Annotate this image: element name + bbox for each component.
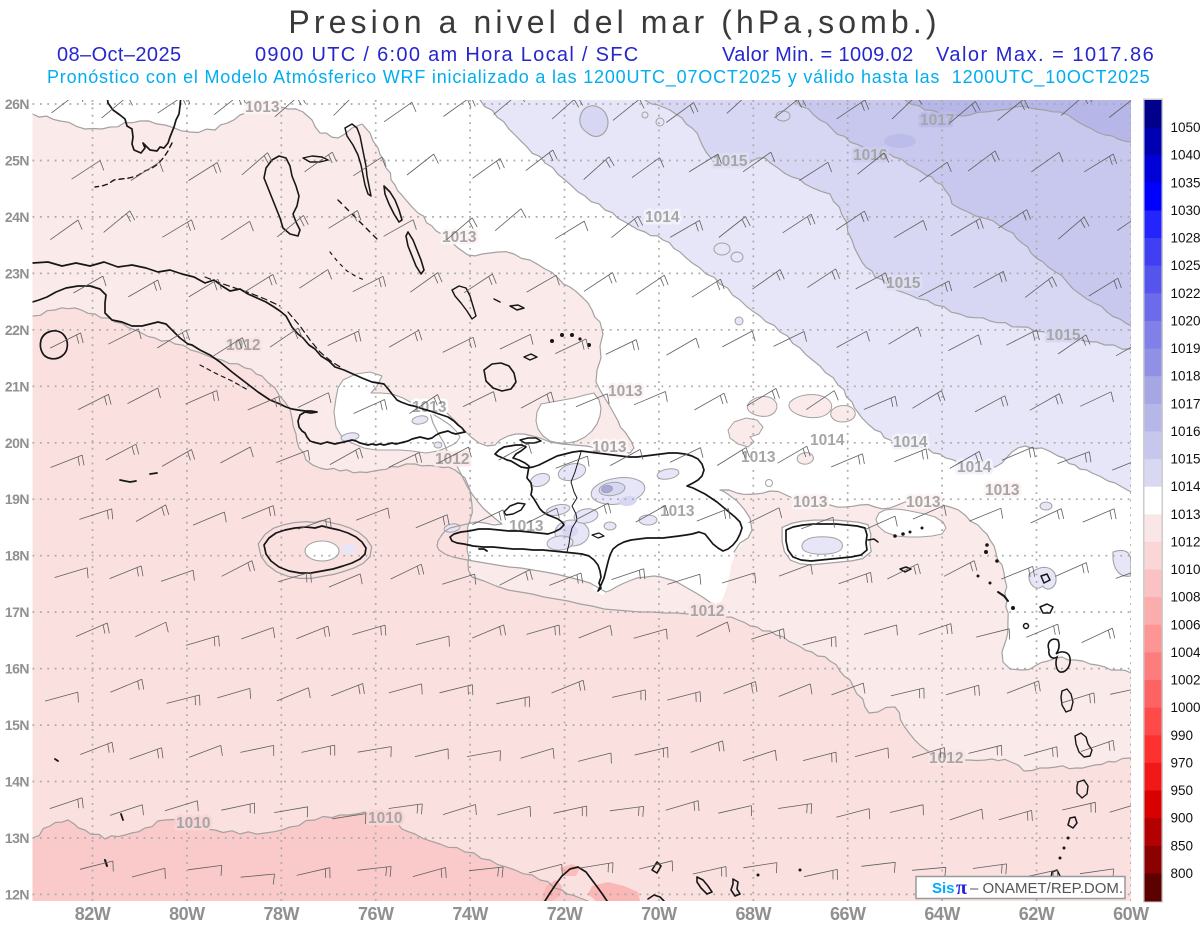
svg-text:1013: 1013	[793, 494, 828, 511]
svg-text:1022: 1022	[1171, 286, 1200, 301]
svg-text:1013: 1013	[245, 99, 280, 116]
svg-text:1010: 1010	[1171, 562, 1200, 577]
svg-text:13N: 13N	[5, 830, 30, 846]
svg-text:850: 850	[1171, 838, 1194, 853]
svg-text:1008: 1008	[1171, 590, 1200, 605]
svg-text:20N: 20N	[5, 435, 30, 451]
svg-text:78W: 78W	[264, 904, 300, 924]
svg-text:25N: 25N	[5, 153, 30, 169]
svg-text:π: π	[956, 877, 967, 899]
svg-text:1012: 1012	[226, 337, 260, 354]
svg-text:1014: 1014	[810, 432, 845, 449]
svg-text:76W: 76W	[358, 904, 394, 924]
svg-text:74W: 74W	[452, 904, 488, 924]
svg-text:1028: 1028	[1171, 231, 1200, 246]
svg-text:1050: 1050	[1171, 120, 1200, 135]
svg-text:1020: 1020	[1171, 314, 1200, 329]
svg-text:1012: 1012	[435, 451, 469, 468]
svg-text:1014: 1014	[957, 459, 992, 476]
svg-text:1004: 1004	[1171, 645, 1200, 660]
svg-text:1013: 1013	[608, 383, 643, 400]
svg-text:1017: 1017	[1171, 396, 1200, 411]
svg-text:70W: 70W	[641, 904, 677, 924]
svg-text:1013: 1013	[741, 449, 776, 466]
svg-text:72W: 72W	[547, 904, 583, 924]
svg-text:1010: 1010	[368, 810, 402, 827]
svg-text:990: 990	[1171, 728, 1194, 743]
svg-text:1013: 1013	[660, 503, 695, 520]
svg-text:60W: 60W	[1113, 904, 1149, 924]
svg-text:1015: 1015	[886, 275, 921, 292]
svg-text:1025: 1025	[1171, 258, 1200, 273]
svg-text:64W: 64W	[924, 904, 960, 924]
svg-text:19N: 19N	[5, 491, 30, 507]
svg-text:22N: 22N	[5, 322, 30, 338]
svg-text:1013: 1013	[985, 482, 1020, 499]
svg-text:1010: 1010	[176, 815, 210, 832]
svg-text:1000: 1000	[1171, 700, 1200, 715]
svg-text:16N: 16N	[5, 661, 30, 677]
svg-text:1013: 1013	[1171, 507, 1200, 522]
svg-text:18N: 18N	[5, 548, 30, 564]
svg-text:1014: 1014	[893, 434, 928, 451]
svg-text:66W: 66W	[830, 904, 866, 924]
svg-text:1002: 1002	[1171, 673, 1200, 688]
svg-text:Sis: Sis	[932, 880, 955, 897]
svg-text:1013: 1013	[412, 399, 447, 416]
svg-text:1013: 1013	[906, 494, 941, 511]
svg-text:1012: 1012	[1171, 534, 1200, 549]
svg-text:62W: 62W	[1019, 904, 1055, 924]
svg-text:24N: 24N	[5, 209, 30, 225]
svg-text:15N: 15N	[5, 717, 30, 733]
svg-text:1017: 1017	[920, 112, 954, 129]
svg-text:1012: 1012	[690, 603, 724, 620]
svg-text:1018: 1018	[1171, 369, 1200, 384]
svg-text:12N: 12N	[5, 886, 30, 902]
svg-text:950: 950	[1171, 783, 1194, 798]
svg-text:23N: 23N	[5, 265, 30, 281]
svg-text:14N: 14N	[5, 774, 30, 790]
svg-text:1040: 1040	[1171, 148, 1200, 163]
svg-text:970: 970	[1171, 755, 1194, 770]
svg-text:– ONAMET/REP.DOM.: – ONAMET/REP.DOM.	[970, 880, 1123, 897]
svg-text:68W: 68W	[736, 904, 772, 924]
svg-text:1035: 1035	[1171, 175, 1200, 190]
svg-text:80W: 80W	[169, 904, 205, 924]
svg-text:1030: 1030	[1171, 203, 1200, 218]
svg-text:1016: 1016	[1171, 424, 1200, 439]
svg-text:1014: 1014	[1171, 479, 1200, 494]
svg-text:1015: 1015	[1046, 327, 1081, 344]
svg-text:17N: 17N	[5, 604, 30, 620]
svg-text:800: 800	[1171, 866, 1194, 881]
svg-text:26N: 26N	[5, 96, 30, 112]
svg-text:1014: 1014	[645, 209, 680, 226]
svg-text:1015: 1015	[713, 153, 748, 170]
svg-text:900: 900	[1171, 811, 1194, 826]
svg-text:1012: 1012	[929, 750, 963, 767]
svg-text:1019: 1019	[1171, 341, 1200, 356]
svg-text:82W: 82W	[75, 904, 111, 924]
svg-text:21N: 21N	[5, 378, 30, 394]
svg-text:1016: 1016	[853, 147, 888, 164]
svg-text:1015: 1015	[1171, 452, 1200, 467]
svg-text:1013: 1013	[442, 229, 477, 246]
svg-text:1006: 1006	[1171, 617, 1200, 632]
